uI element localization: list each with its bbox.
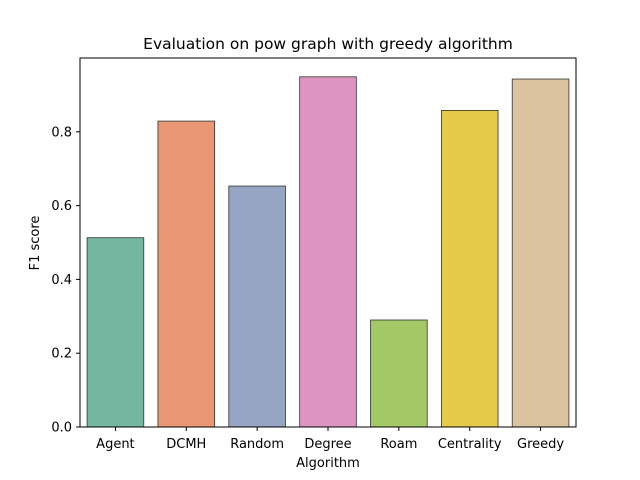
bar-degree [299,76,357,428]
bars-group [86,76,570,428]
bar-greedy [511,78,570,428]
y-tick-label: 0.0 [51,421,72,436]
bar-roam [370,319,428,428]
bar-dcmh [157,120,216,428]
x-tick-label: Degree [304,437,351,452]
x-tick-label: Centrality [438,437,502,452]
y-tick-label: 0.4 [51,273,72,288]
x-tick-label: Agent [96,437,134,452]
x-tick-label: DCMH [166,437,206,452]
x-axis-label: Algorithm [296,456,360,471]
y-axis-label: F1 score [28,216,43,271]
y-tick-label: 0.8 [51,125,72,140]
x-tick-label: Random [230,437,284,452]
x-tick-label: Roam [380,437,417,452]
bar-agent [86,237,145,428]
x-axis-ticks: Agent DCMH Random Degree Roam Centrality Greed… [96,427,564,452]
x-tick-label: Greedy [517,437,564,452]
bar-centrality [440,109,499,428]
bar-random [228,185,286,428]
y-tick-label: 0.6 [51,199,72,214]
chart-title: Evaluation on pow graph with greedy algo… [143,35,513,53]
y-tick-label: 0.2 [51,347,72,362]
y-axis-ticks: 0.0 0.2 0.4 0.6 0.8 [51,125,80,436]
